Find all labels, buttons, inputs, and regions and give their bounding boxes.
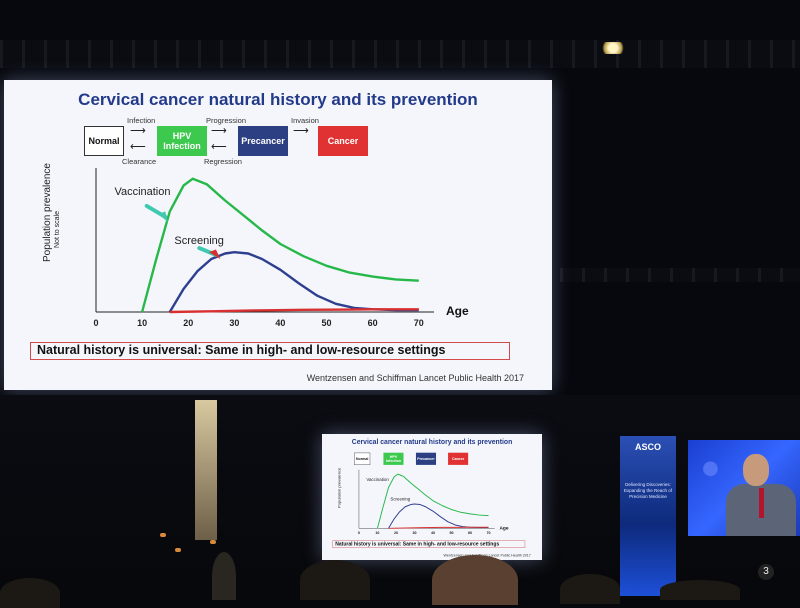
x-tick-label: 0 <box>93 318 98 328</box>
stage-light <box>175 548 181 552</box>
stage-light <box>160 533 166 537</box>
stage-light <box>210 540 216 544</box>
prevalence-chart: 0 10 20 30 40 50 60 70 Age Vaccination Screening <box>93 168 469 328</box>
flow-label-progression: Progression <box>206 116 247 125</box>
podium-number: 3 <box>758 564 774 580</box>
main-projection-screen: Cervical cancer natural history and its … <box>4 80 552 390</box>
flow-label-clearance: Clearance <box>122 157 157 166</box>
x-axis-label: Age <box>446 304 469 318</box>
left-arrow-icon: ⟵ <box>211 141 227 153</box>
annotation-screening: Screening <box>390 497 410 502</box>
x-tick-label: 50 <box>322 318 332 328</box>
x-tick-label: 60 <box>468 531 472 535</box>
banner-tagline: Delivering Discoveries: Expanding the Re… <box>623 482 673 499</box>
right-arrow-icon: ⟶ <box>293 125 309 137</box>
annotation-vaccination: Vaccination <box>366 477 389 482</box>
series-line-1 <box>388 503 489 529</box>
right-arrow-icon: ⟶ <box>130 125 146 137</box>
vaccination-arrowhead-icon <box>158 211 168 223</box>
x-tick-label: 60 <box>368 318 378 328</box>
flow-label-invasion: Invasion <box>291 116 319 125</box>
series-line-0 <box>140 177 419 313</box>
annotation-vaccination: Vaccination <box>114 186 170 198</box>
audience-head <box>0 578 60 608</box>
right-arrow-icon: ⟶ <box>211 125 227 137</box>
speaker-tie <box>759 488 764 518</box>
secondary-projection-screen: Cervical cancer natural history and its … <box>322 434 542 560</box>
slide: Cervical cancer natural history and its … <box>4 80 552 390</box>
ceiling-truss <box>0 40 800 68</box>
flow-box-normal: Normal <box>84 126 124 156</box>
x-tick-label: 30 <box>412 531 416 535</box>
x-tick-label: 10 <box>375 531 379 535</box>
x-tick-label: 40 <box>275 318 285 328</box>
flow-box-normal: Normal <box>354 452 371 465</box>
x-tick-label: 70 <box>487 531 491 535</box>
flow-label-regression: Regression <box>204 157 242 166</box>
x-tick-label: 10 <box>137 318 147 328</box>
pillar <box>195 400 217 540</box>
flow-box-hpv-infection: HPV Infection <box>383 452 404 465</box>
x-tick-label: 0 <box>358 531 360 535</box>
callout-box: Natural history is universal: Same in hi… <box>30 342 510 360</box>
series-line-1 <box>168 251 419 313</box>
side-truss <box>560 268 800 282</box>
series-line-0 <box>376 473 489 529</box>
x-tick-label: 50 <box>449 531 453 535</box>
audience-head <box>660 580 740 600</box>
flow-box-cancer: Cancer <box>318 126 368 156</box>
flow-box-cancer: Cancer <box>448 452 469 465</box>
annotation-screening: Screening <box>174 235 224 247</box>
slide-duplicate: Cervical cancer natural history and its … <box>322 434 542 560</box>
asco-logo: ASCO <box>634 442 661 452</box>
slide-title: Cervical cancer natural history and its … <box>78 90 478 109</box>
x-tick-label: 20 <box>183 318 193 328</box>
prevalence-chart: 0 10 20 30 40 50 60 70 Age Vaccination Screening <box>358 469 509 535</box>
audience-person <box>212 552 236 600</box>
speaker-video-screen <box>688 440 800 536</box>
audience-head <box>560 574 620 604</box>
speaker-head <box>743 454 769 486</box>
left-arrow-icon: ⟵ <box>130 141 146 153</box>
series-line-2 <box>169 308 419 314</box>
flow-label-infection: Infection <box>127 116 156 125</box>
flow-box-precancer: Precancer <box>238 126 288 156</box>
flow-box-hpv-infection: HPV Infection <box>157 126 207 156</box>
x-axis-label: Age <box>499 526 508 532</box>
conference-banner: ASCO Delivering Discoveries: Expanding t… <box>620 436 676 596</box>
flow-box-precancer: Precancer <box>415 452 437 465</box>
x-tick-label: 30 <box>229 318 239 328</box>
slide-title: Cervical cancer natural history and its … <box>351 438 513 446</box>
audience-head <box>432 555 518 605</box>
x-tick-label: 20 <box>394 531 398 535</box>
citation: Wentzensen and Schiffman Lancet Public H… <box>306 373 524 383</box>
series-line-2 <box>388 526 489 529</box>
stage-spotlight <box>600 42 626 54</box>
x-tick-label: 70 <box>414 318 424 328</box>
x-tick-label: 40 <box>431 531 435 535</box>
audience-head <box>300 560 370 600</box>
callout-box: Natural history is universal: Same in hi… <box>332 540 526 548</box>
screening-arrowhead-icon <box>208 249 221 259</box>
